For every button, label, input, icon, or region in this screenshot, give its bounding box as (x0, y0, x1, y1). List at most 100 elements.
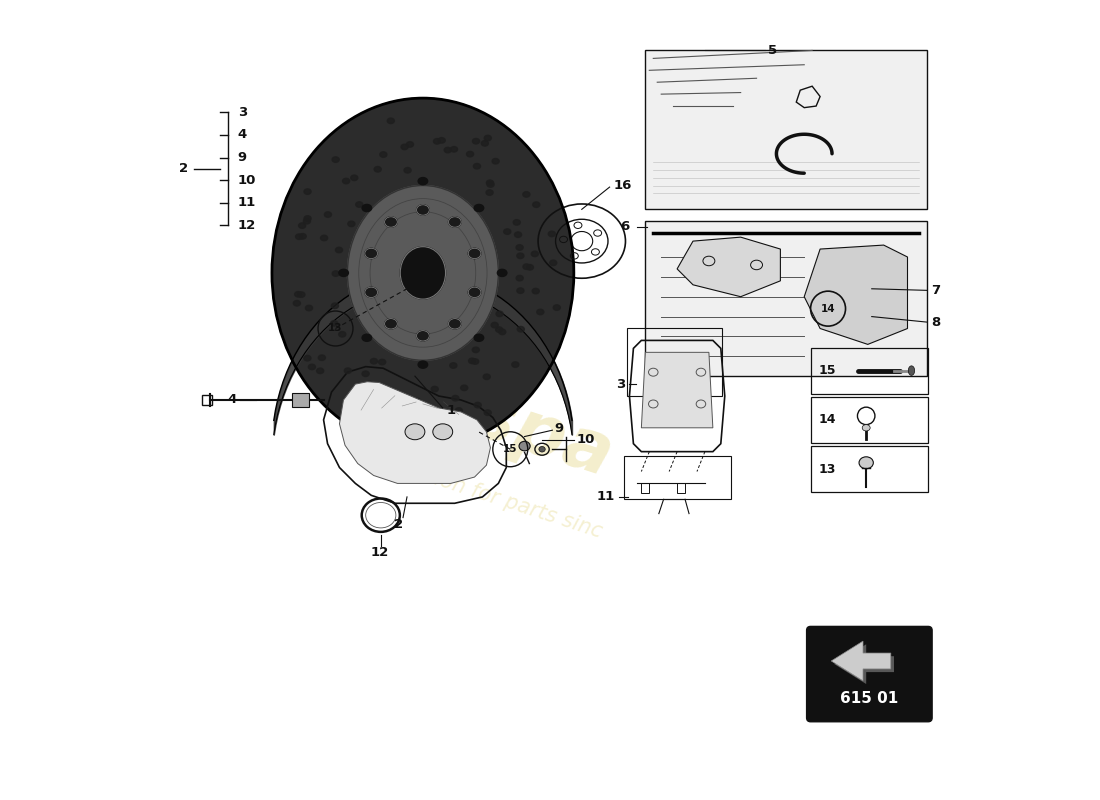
Ellipse shape (317, 368, 323, 374)
Ellipse shape (418, 178, 428, 185)
FancyBboxPatch shape (806, 626, 932, 722)
Ellipse shape (515, 232, 521, 238)
Bar (202, 395, 211, 405)
Text: 9: 9 (238, 151, 246, 164)
Ellipse shape (496, 311, 503, 317)
Ellipse shape (438, 138, 446, 143)
Ellipse shape (366, 381, 373, 386)
Polygon shape (832, 641, 891, 681)
Bar (811, 347, 928, 394)
Ellipse shape (379, 152, 387, 158)
Bar (811, 446, 928, 492)
Ellipse shape (461, 385, 468, 390)
Ellipse shape (400, 246, 446, 299)
Text: 14: 14 (818, 414, 836, 426)
Ellipse shape (344, 368, 351, 374)
Ellipse shape (526, 265, 534, 270)
Ellipse shape (455, 408, 462, 414)
Bar (646, 222, 927, 376)
Text: 3: 3 (616, 378, 626, 390)
Ellipse shape (472, 358, 478, 364)
Ellipse shape (342, 178, 350, 184)
Ellipse shape (532, 288, 539, 294)
Ellipse shape (272, 98, 574, 448)
Ellipse shape (483, 374, 491, 379)
Ellipse shape (404, 167, 411, 173)
Ellipse shape (486, 180, 494, 186)
Ellipse shape (353, 399, 361, 405)
Ellipse shape (304, 355, 311, 361)
Ellipse shape (308, 364, 316, 370)
Text: 14: 14 (821, 304, 835, 314)
Ellipse shape (484, 135, 492, 141)
Bar (646, 50, 927, 210)
Ellipse shape (531, 251, 538, 257)
Ellipse shape (384, 388, 392, 394)
Text: 2: 2 (179, 162, 188, 175)
Text: 5: 5 (769, 44, 778, 57)
Text: 16: 16 (614, 179, 631, 192)
Text: a passion for parts sinc: a passion for parts sinc (368, 448, 605, 542)
Ellipse shape (522, 192, 530, 198)
Ellipse shape (473, 163, 481, 169)
Ellipse shape (514, 219, 520, 225)
Text: 4: 4 (238, 129, 248, 142)
Ellipse shape (532, 202, 540, 207)
Text: 8: 8 (932, 316, 940, 329)
Ellipse shape (472, 138, 480, 144)
Ellipse shape (355, 202, 363, 207)
Bar (641, 483, 649, 493)
Ellipse shape (449, 217, 461, 227)
Ellipse shape (298, 292, 305, 298)
Ellipse shape (539, 446, 546, 452)
Ellipse shape (406, 142, 414, 147)
Ellipse shape (517, 288, 524, 294)
Ellipse shape (450, 146, 458, 152)
Ellipse shape (365, 248, 377, 258)
Ellipse shape (450, 362, 456, 368)
Ellipse shape (537, 309, 543, 314)
Ellipse shape (402, 144, 408, 150)
Text: 15: 15 (818, 364, 836, 377)
Ellipse shape (332, 157, 339, 162)
Ellipse shape (517, 326, 525, 332)
Text: 7: 7 (932, 284, 940, 297)
Text: 11: 11 (597, 490, 615, 503)
Text: 15: 15 (503, 444, 517, 454)
Ellipse shape (331, 303, 339, 309)
Ellipse shape (496, 327, 503, 333)
Polygon shape (641, 352, 713, 428)
Ellipse shape (304, 189, 311, 194)
Ellipse shape (550, 260, 557, 266)
Ellipse shape (553, 305, 560, 310)
Text: 12: 12 (238, 218, 256, 232)
Ellipse shape (306, 306, 312, 311)
Ellipse shape (474, 205, 484, 211)
Ellipse shape (452, 395, 459, 401)
Ellipse shape (504, 229, 510, 234)
Text: 2: 2 (395, 518, 404, 531)
Polygon shape (835, 644, 894, 684)
Ellipse shape (466, 151, 474, 157)
Ellipse shape (437, 422, 444, 428)
Text: 10: 10 (238, 174, 256, 186)
Ellipse shape (432, 424, 453, 440)
Text: 4: 4 (227, 394, 236, 406)
Ellipse shape (862, 425, 870, 431)
Ellipse shape (362, 205, 372, 211)
Text: eurospa: eurospa (287, 324, 622, 492)
Ellipse shape (295, 291, 301, 297)
Ellipse shape (332, 271, 339, 276)
Bar (627, 329, 723, 396)
Ellipse shape (348, 186, 498, 360)
Ellipse shape (469, 287, 481, 298)
Ellipse shape (364, 405, 371, 410)
Bar (624, 456, 732, 499)
Ellipse shape (318, 355, 326, 361)
Ellipse shape (516, 275, 524, 281)
Ellipse shape (486, 190, 493, 195)
Ellipse shape (298, 223, 306, 229)
Ellipse shape (414, 398, 421, 404)
Polygon shape (340, 382, 491, 483)
Ellipse shape (497, 270, 507, 277)
